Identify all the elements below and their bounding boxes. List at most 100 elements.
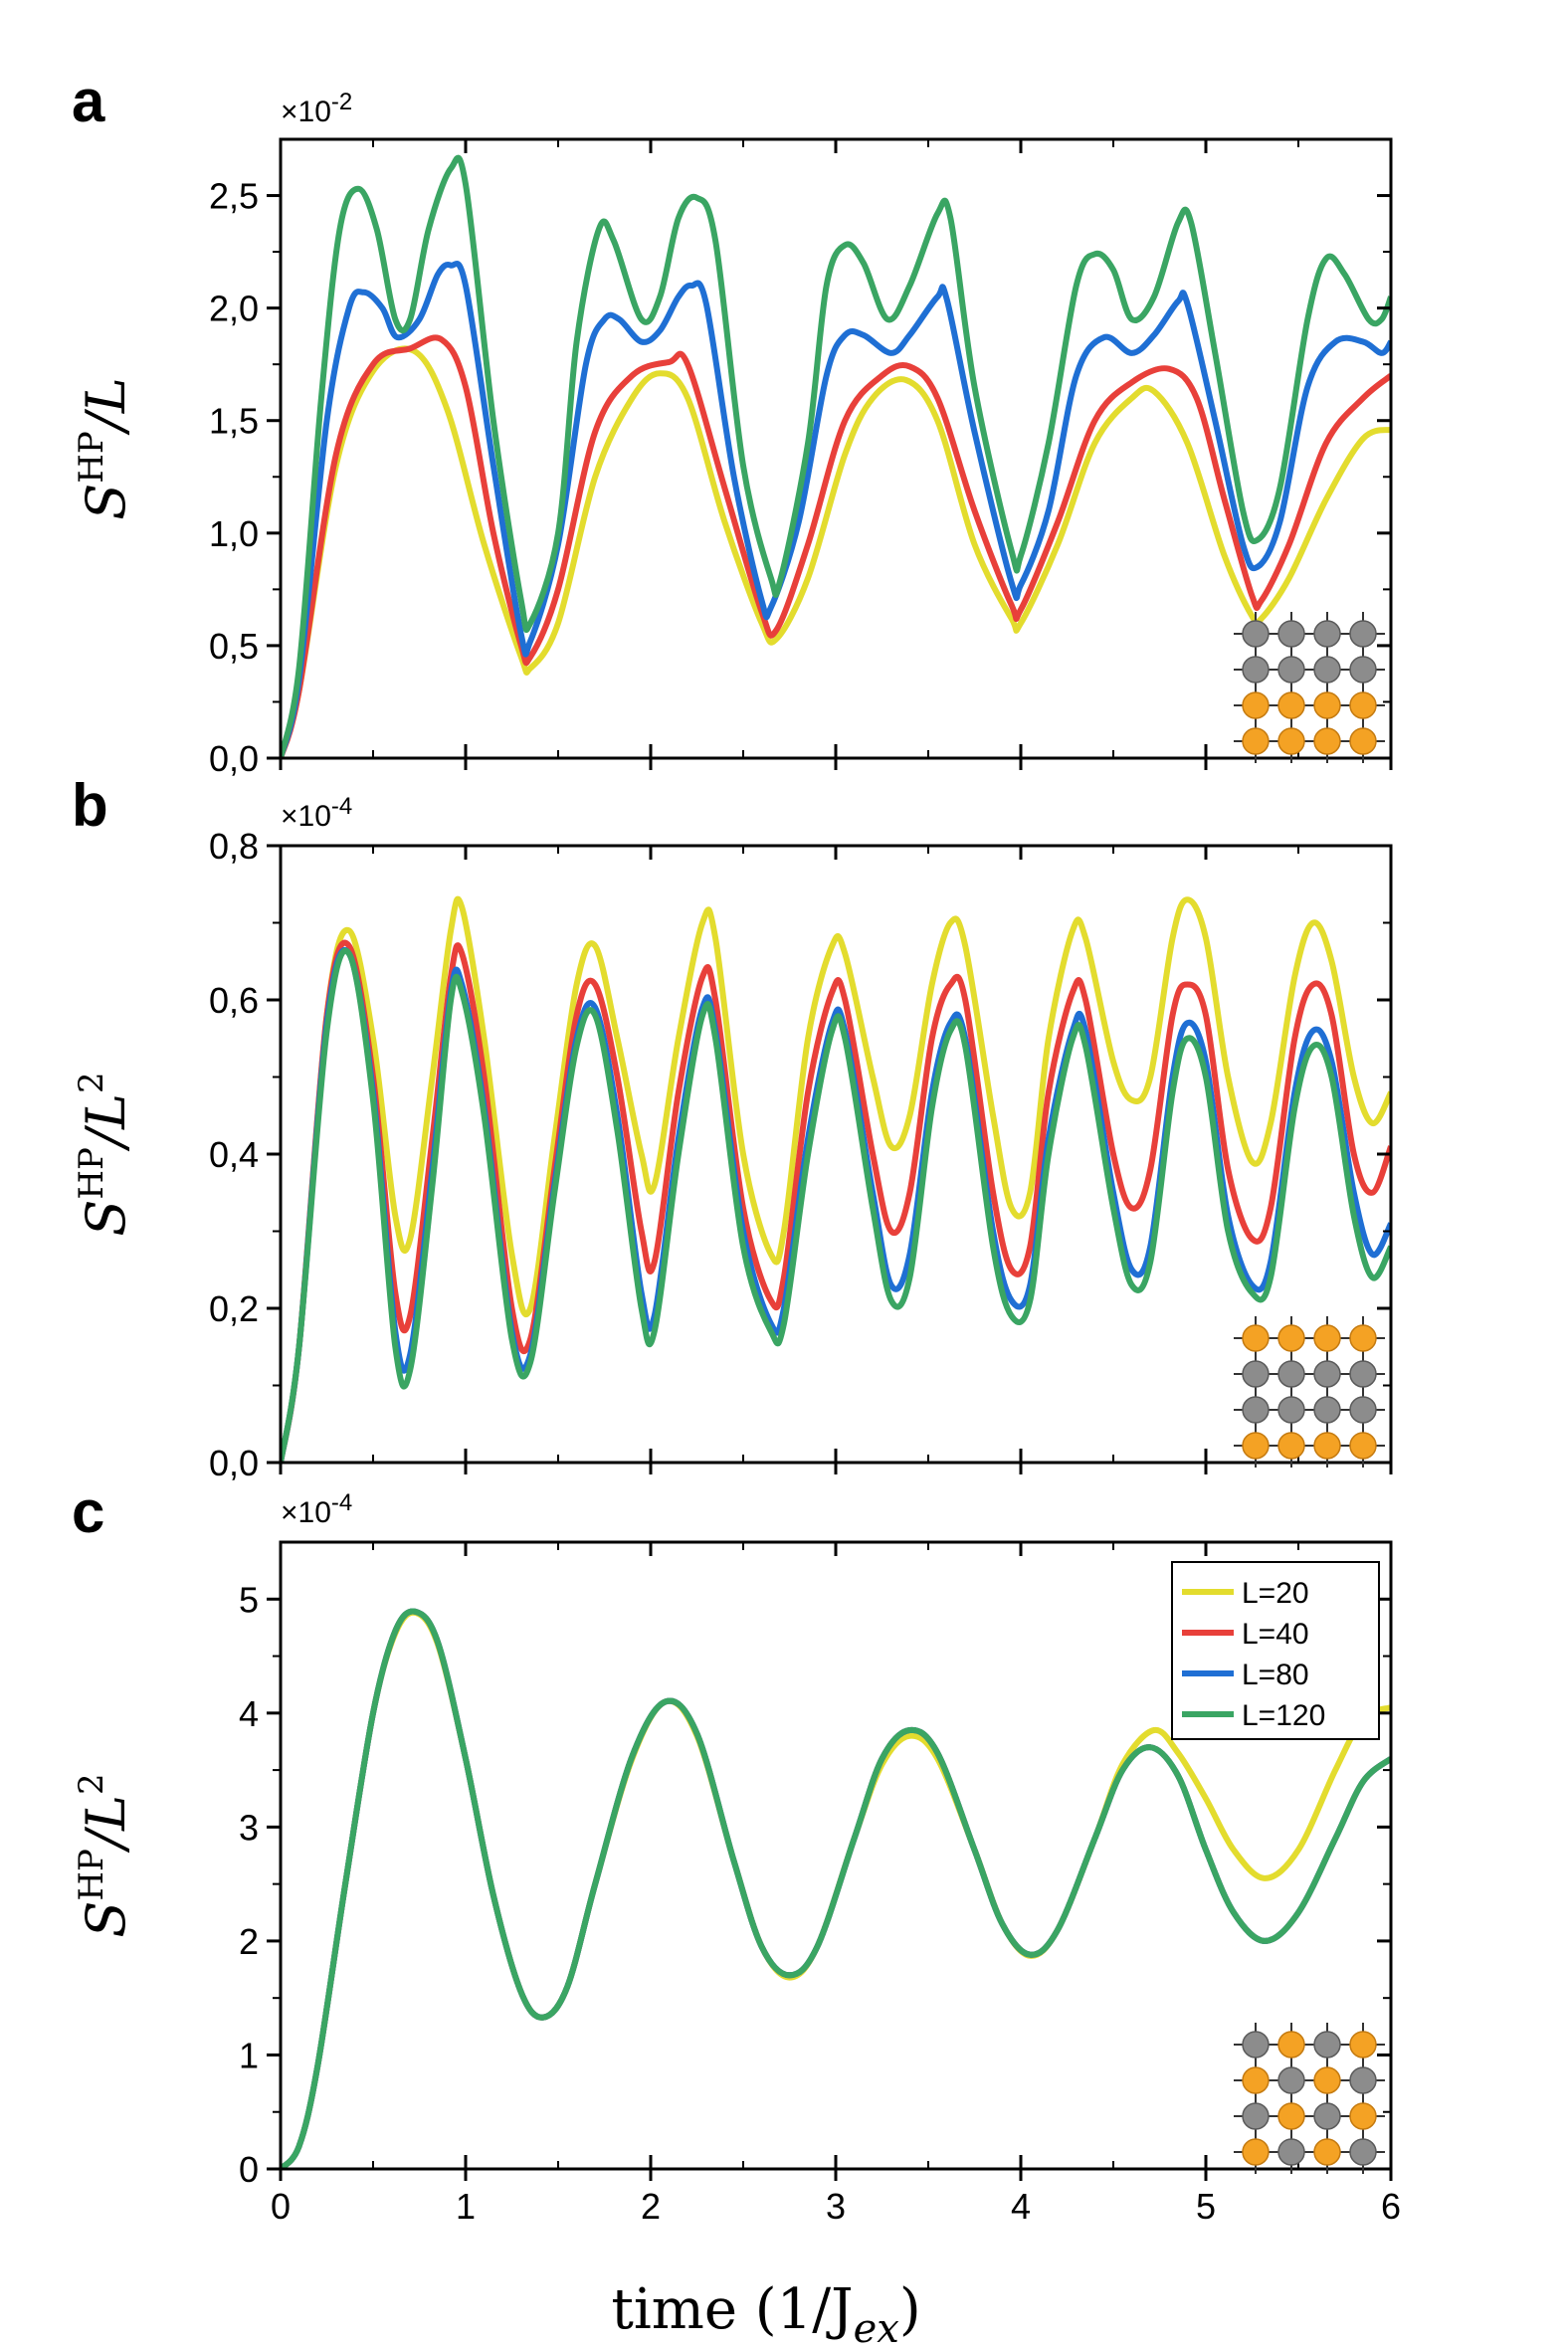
series-line-L=120 [281,947,1391,1463]
lattice-atom [1242,1396,1270,1424]
lattice-atom [1313,2031,1341,2058]
lattice-atom [1242,691,1270,719]
lattice-atom [1242,1324,1270,1352]
lattice-atom [1349,727,1377,755]
y-tick-label: 0,0 [209,1443,259,1483]
y-tick-label: 0,8 [209,826,259,867]
legend-label: L=40 [1242,1618,1309,1651]
x-tick-label: 3 [826,2186,846,2227]
x-axis-label: time (1/Jex) [611,2277,920,2352]
y-tick-label: 0,0 [209,738,259,779]
lattice-atom [1313,656,1341,684]
x-tick-label: 1 [456,2186,476,2227]
y-tick-label: 5 [239,1579,259,1620]
lattice-atom [1277,727,1305,755]
lattice-atom [1349,2138,1377,2166]
x-tick-label: 2 [641,2186,661,2227]
lattice-atom [1313,2066,1341,2094]
panel-b: b ×10-4 0,0 0,2 0,4 0,6 0,8 SHP/L2 [72,772,1393,1483]
lattice-atom [1242,2102,1270,2130]
y-tick-label: 2,0 [209,289,259,329]
y-tick-label: 0,2 [209,1288,259,1329]
lattice-atom [1349,691,1377,719]
series-line-L=120 [281,1608,1391,2169]
series-line-L=20 [281,345,1391,758]
lattice-atom [1242,1360,1270,1388]
lattice-atom [1277,620,1305,648]
x-tick-label: 0 [271,2186,291,2227]
lattice-atom [1349,1324,1377,1352]
y-axis-label: SHP/L2 [72,1773,137,1937]
y-tick-label: 0,4 [209,1134,259,1175]
lattice-atom [1277,2102,1305,2130]
lattice-atom [1313,2102,1341,2130]
lattice-atom [1349,1396,1377,1424]
lattice-atom [1313,1396,1341,1424]
lattice-atom [1313,691,1341,719]
legend: L=20 L=40 L=80 L=120 [1171,1561,1380,1740]
y-tick-label: 1,5 [209,401,259,442]
x-tick-label: 5 [1196,2186,1216,2227]
y-tick-label: 0 [239,2149,259,2190]
legend-label: L=20 [1242,1577,1309,1610]
lattice-atom [1242,656,1270,684]
series-line-L=120 [281,154,1391,758]
lattice-atom [1277,656,1305,684]
y-tick-label: 2,5 [209,176,259,217]
y-tick-label: 3 [239,1807,259,1848]
lattice-atom [1313,1432,1341,1460]
lattice-atom [1349,620,1377,648]
lattice-atom [1349,2102,1377,2130]
lattice-atom [1277,1396,1305,1424]
x-tick-label: 6 [1381,2186,1401,2227]
lattice-atom [1349,2066,1377,2094]
panel-letter: a [72,68,105,134]
lattice-atom [1277,2138,1305,2166]
x-tick-label: 4 [1011,2186,1031,2227]
lattice-inset-icon [1234,612,1385,763]
lattice-atom [1313,1324,1341,1352]
y-tick-label: 4 [239,1693,259,1734]
lattice-atom [1242,620,1270,648]
lattice-atom [1349,1432,1377,1460]
lattice-atom [1277,1324,1305,1352]
lattice-atom [1313,2138,1341,2166]
axis-multiplier: ×10-2 [281,89,352,128]
lattice-atom [1277,2031,1305,2058]
y-axis-label: SHP/L2 [72,1072,137,1236]
y-tick-label: 1,0 [209,513,259,554]
series-group [281,895,1391,1463]
series-line-L=40 [281,334,1391,758]
y-tick-label: 2 [239,1921,259,1962]
lattice-atom [1277,2066,1305,2094]
panel-c: c ×10-4 0 1 2 3 4 5 6 0 1 2 3 4 5 SHP/L2 L=20 L=40 L=80 L=1… [72,1478,1401,2227]
lattice-atom [1242,1432,1270,1460]
panel-letter: b [72,772,108,839]
axis-multiplier: ×10-4 [281,1489,352,1529]
lattice-atom [1313,727,1341,755]
lattice-atom [1242,727,1270,755]
lattice-atom [1349,656,1377,684]
lattice-atom [1349,1360,1377,1388]
lattice-atom [1242,2066,1270,2094]
y-tick-label: 0,6 [209,980,259,1021]
lattice-atom [1277,691,1305,719]
lattice-atom [1242,2138,1270,2166]
lattice-atom [1277,1432,1305,1460]
y-axis-label: SHP/L [72,377,137,520]
series-group [281,154,1391,758]
series-group [281,1608,1391,2169]
lattice-atom [1349,2031,1377,2058]
lattice-atom [1313,620,1341,648]
panel-letter: c [72,1478,104,1545]
axis-multiplier: ×10-4 [281,793,352,833]
y-tick-label: 1 [239,2035,259,2075]
legend-label: L=80 [1242,1659,1309,1691]
series-line-L=20 [281,895,1391,1463]
panel-a: a ×10-2 0,0 0,5 1,0 1,5 2,0 2,5 SHP/L [72,68,1393,779]
y-tick-label: 0,5 [209,626,259,667]
lattice-atom [1313,1360,1341,1388]
lattice-atom [1242,2031,1270,2058]
legend-label: L=120 [1242,1699,1325,1732]
